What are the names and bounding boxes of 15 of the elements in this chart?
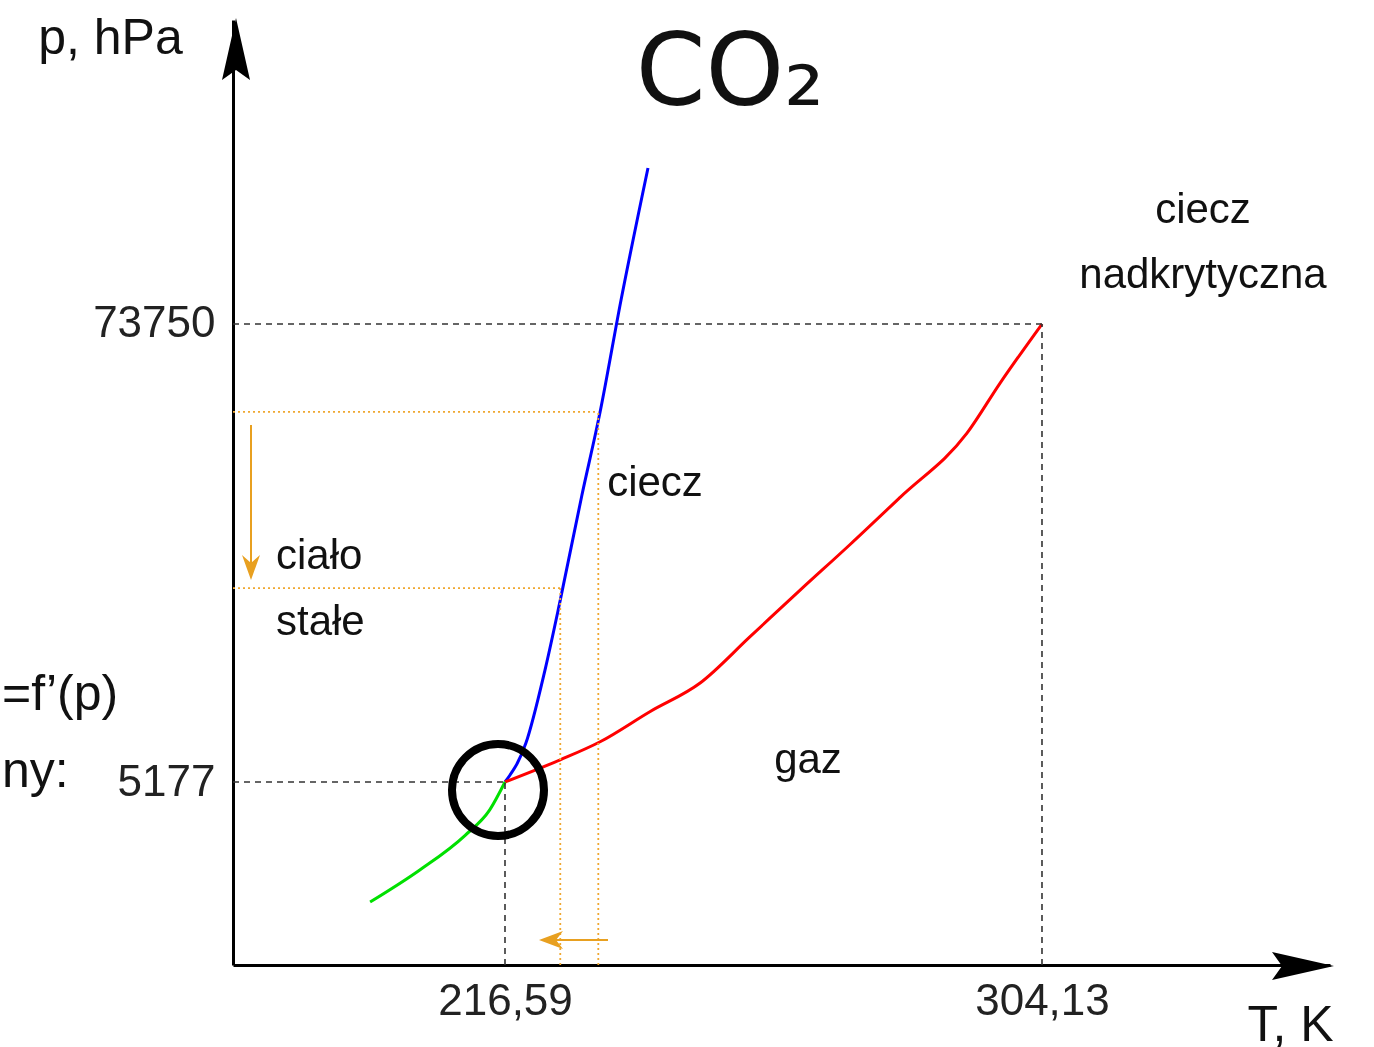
annotation: ciecz [1155,185,1251,232]
text: =f’(p) [2,665,119,721]
annotation: stałe [276,597,365,644]
chart-title: CO₂ [635,12,825,129]
text: ny: [2,742,69,798]
y-tick-label: 73750 [93,297,216,347]
annotation: ciecz [607,458,703,505]
y-axis-title: p, hPa [38,8,183,65]
annotation: gaz [774,735,842,782]
y-tick-label: 5177 [117,755,216,805]
annotation: ciało [276,531,363,578]
x-axis-title: T, K [1247,995,1334,1047]
annotation: nadkrytyczna [1079,250,1328,297]
x-tick-label: 304,13 [975,974,1110,1024]
x-tick-label: 216,59 [438,974,573,1024]
